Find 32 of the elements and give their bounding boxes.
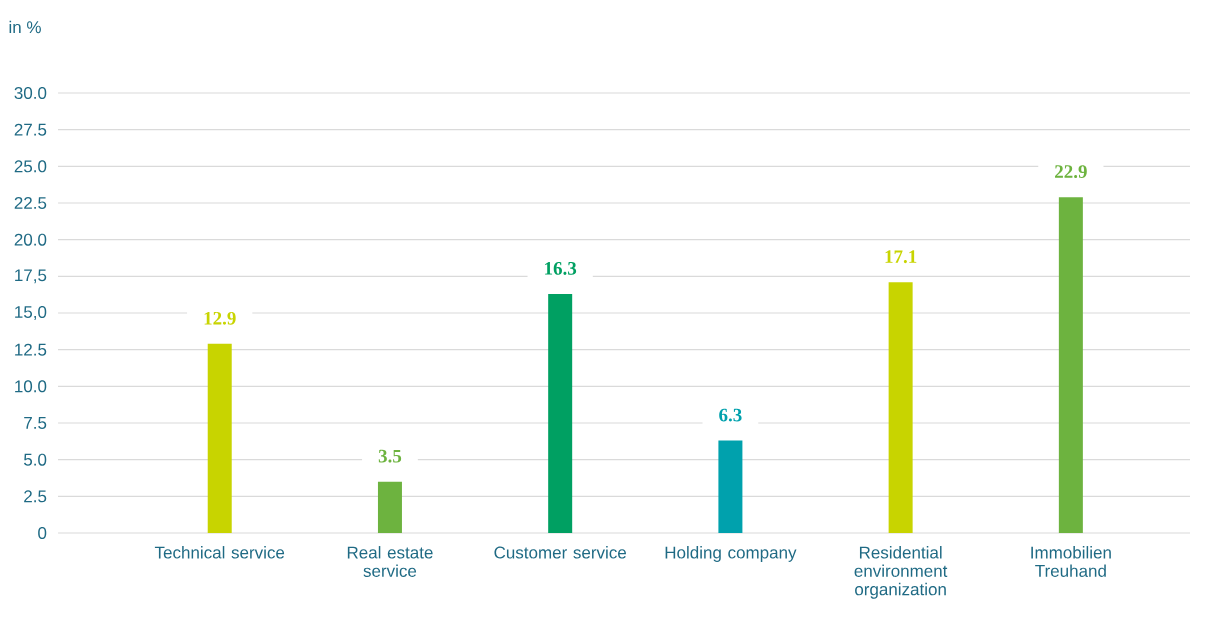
x-tick-label: Real estate service (347, 546, 433, 577)
y-tick-label: 27.5 (14, 123, 47, 136)
bar (888, 282, 913, 533)
data-label: 6.3 (719, 408, 742, 422)
y-tick-label: 0 (38, 527, 47, 540)
y-tick-label: 2.5 (24, 490, 47, 503)
y-tick-label: 12.5 (15, 343, 47, 356)
y-tick-label: 5.0 (24, 453, 47, 466)
data-label: 3.5 (378, 449, 402, 463)
data-label: 12.9 (204, 311, 236, 325)
y-axis-title: in % (9, 20, 41, 34)
bar (548, 293, 573, 533)
bar (1058, 197, 1083, 533)
y-tick-label: 17,5 (15, 269, 47, 284)
bar (718, 440, 743, 533)
y-tick-label: 25.0 (14, 160, 47, 173)
x-tick-label: Immobilien Treuhand (1031, 546, 1111, 577)
data-label: 17.1 (885, 250, 917, 264)
y-tick-label: 15,0 (15, 306, 47, 321)
y-tick-label: 7.5 (24, 417, 47, 429)
bar (207, 343, 232, 533)
x-tick-label: Holding company (665, 546, 797, 562)
x-tick-label: Technical service (154, 546, 285, 559)
y-tick-label: 10.0 (15, 380, 47, 393)
y-tick-label: 20.0 (14, 233, 47, 246)
x-tick-label: Residential environment organization (854, 546, 948, 599)
y-tick-label: 22.5 (14, 197, 47, 210)
x-tick-label: Customer service (494, 546, 626, 559)
y-tick-label: 30.0 (14, 87, 47, 100)
data-label: 22.9 (1055, 165, 1087, 179)
data-label: 16.3 (545, 262, 577, 275)
bar (377, 481, 402, 533)
